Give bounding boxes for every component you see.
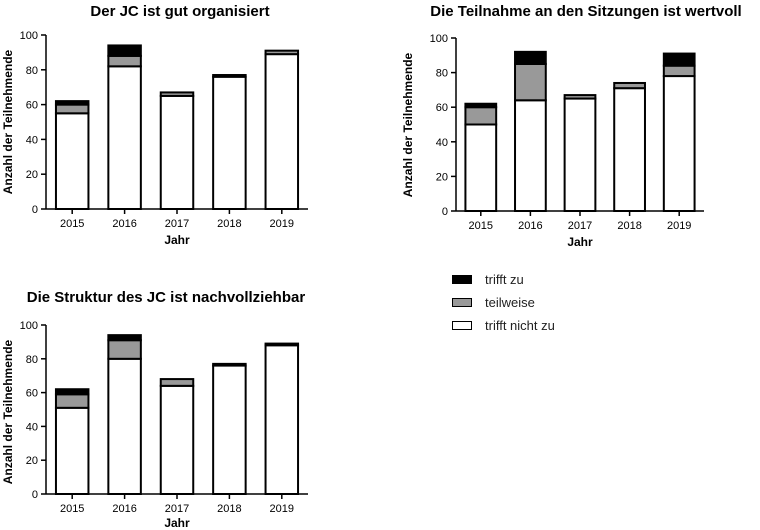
y-tick-label: 60 bbox=[436, 102, 448, 114]
bar-segment bbox=[212, 75, 247, 211]
y-tick-label: 40 bbox=[26, 134, 38, 146]
x-tick-label: 2015 bbox=[60, 503, 84, 515]
y-tick-label: 80 bbox=[26, 354, 38, 366]
legend-swatch bbox=[452, 275, 472, 284]
x-tick-label: 2015 bbox=[469, 220, 493, 232]
legend-item: trifft zu bbox=[452, 268, 555, 291]
chart-title: Der JC ist gut organisiert bbox=[90, 3, 269, 20]
bar-segment bbox=[159, 384, 195, 495]
y-tick-label: 60 bbox=[26, 388, 38, 400]
bar-segment bbox=[464, 106, 498, 126]
legend-label: trifft zu bbox=[485, 272, 524, 287]
bar-segment bbox=[107, 334, 142, 342]
bar-segment bbox=[54, 406, 90, 495]
bar-segment bbox=[563, 94, 597, 100]
x-tick-label: 2017 bbox=[165, 503, 189, 515]
legend-swatch bbox=[452, 321, 472, 330]
x-tick-label: 2018 bbox=[217, 218, 241, 230]
x-tick-label: 2018 bbox=[217, 503, 241, 515]
bar-segment bbox=[107, 54, 142, 68]
chart-title: Die Teilnahme an den Sitzungen ist wertv… bbox=[430, 3, 741, 20]
y-tick-label: 0 bbox=[442, 206, 448, 218]
x-axis-label: Jahr bbox=[164, 233, 190, 247]
chart-panel: Die Struktur des JC ist nachvollziehbar 0… bbox=[1, 289, 308, 530]
bar-segment bbox=[107, 44, 142, 57]
x-tick-label: 2016 bbox=[112, 503, 136, 515]
chart-panel: Die Teilnahme an den Sitzungen ist wertv… bbox=[401, 3, 742, 249]
y-tick-label: 100 bbox=[430, 33, 448, 45]
bar-segment bbox=[159, 378, 195, 387]
bar-segment bbox=[464, 102, 498, 109]
y-tick-label: 20 bbox=[26, 455, 38, 467]
x-tick-label: 2017 bbox=[568, 220, 592, 232]
y-tick-label: 80 bbox=[436, 68, 448, 80]
bar-segment bbox=[563, 97, 597, 212]
bar-segment bbox=[264, 342, 300, 347]
y-tick-label: 80 bbox=[26, 65, 38, 77]
bar-segment bbox=[264, 344, 300, 495]
x-tick-label: 2015 bbox=[60, 218, 84, 230]
x-axis-label: Jahr bbox=[567, 235, 593, 249]
chart-title: Die Struktur des JC ist nachvollziehbar bbox=[27, 289, 306, 306]
legend-label: teilweise bbox=[485, 295, 535, 310]
bar-segment bbox=[662, 52, 696, 67]
x-tick-label: 2019 bbox=[270, 503, 294, 515]
bar-segment bbox=[159, 94, 195, 210]
x-tick-label: 2017 bbox=[165, 218, 189, 230]
bar-segment bbox=[613, 87, 646, 212]
legend-label: trifft nicht zu bbox=[485, 318, 555, 333]
bar-segment bbox=[662, 75, 696, 212]
bar-segment bbox=[212, 74, 247, 78]
x-tick-label: 2018 bbox=[617, 220, 641, 232]
x-tick-label: 2016 bbox=[112, 218, 136, 230]
bar-segment bbox=[464, 123, 498, 212]
y-axis-label: Anzahl der Teilnehmende bbox=[1, 49, 15, 194]
x-tick-label: 2016 bbox=[518, 220, 542, 232]
bar-segment bbox=[107, 65, 142, 210]
bar-segment bbox=[54, 388, 90, 396]
legend-item: teilweise bbox=[452, 291, 555, 314]
y-tick-label: 20 bbox=[26, 169, 38, 181]
legend-swatch bbox=[452, 298, 472, 307]
legend-item: trifft nicht zu bbox=[452, 314, 555, 337]
bar-segment bbox=[264, 49, 300, 56]
y-tick-label: 0 bbox=[32, 204, 38, 216]
bar-segment bbox=[514, 50, 547, 65]
bar-segment bbox=[54, 100, 90, 106]
bar-segment bbox=[264, 53, 300, 210]
bar-segment bbox=[54, 103, 90, 115]
y-tick-label: 40 bbox=[436, 137, 448, 149]
y-tick-label: 60 bbox=[26, 100, 38, 112]
y-tick-label: 0 bbox=[32, 489, 38, 501]
y-axis-label: Anzahl der Teilnehmende bbox=[401, 52, 415, 197]
y-tick-label: 100 bbox=[20, 30, 38, 42]
x-tick-label: 2019 bbox=[270, 218, 294, 230]
bar-segment bbox=[107, 339, 142, 360]
y-axis-label: Anzahl der Teilnehmende bbox=[1, 339, 15, 484]
y-tick-label: 20 bbox=[436, 171, 448, 183]
bar-segment bbox=[107, 357, 142, 495]
bar-segment bbox=[159, 91, 195, 97]
bar-segment bbox=[514, 99, 547, 212]
y-tick-label: 40 bbox=[26, 421, 38, 433]
bar-segment bbox=[54, 393, 90, 409]
bar-segment bbox=[514, 62, 547, 102]
y-tick-label: 100 bbox=[20, 320, 38, 332]
bar-segment bbox=[54, 112, 90, 210]
legend: trifft zu teilweise trifft nicht zu bbox=[452, 268, 555, 337]
bar-segment bbox=[212, 362, 247, 367]
x-tick-label: 2019 bbox=[667, 220, 691, 232]
bar-segment bbox=[662, 64, 696, 78]
chart-panel: Der JC ist gut organisiert 0 20 40 60 80 100 An… bbox=[1, 3, 308, 247]
bar-segment bbox=[613, 81, 646, 90]
x-axis-label: Jahr bbox=[164, 516, 190, 530]
bar-segment bbox=[212, 364, 247, 495]
